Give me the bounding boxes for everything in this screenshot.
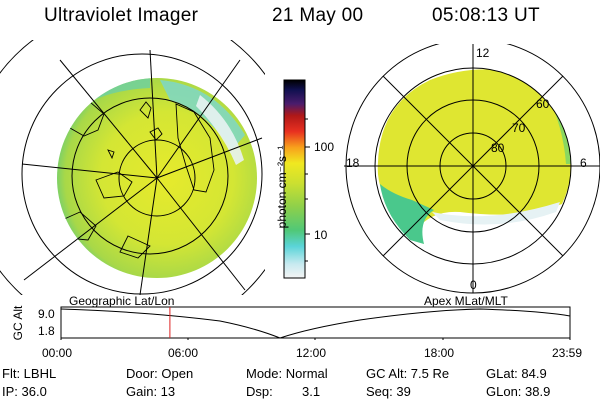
geo-grid-circle: [118, 139, 196, 217]
lat-label-80: 80: [491, 141, 505, 155]
polar-image-fill: [377, 69, 571, 244]
strip-altitude-curve: [60, 308, 571, 339]
strip-x-ticks: [60, 338, 571, 340]
polar-edge-patch: [380, 184, 434, 244]
intensity-colorbar: [283, 79, 310, 279]
strip-ytick-low: 1.8: [38, 324, 55, 338]
coastline: [75, 101, 163, 278]
strip-xtick-1: 06:00: [168, 346, 199, 360]
geo-edge-patch: [196, 95, 244, 165]
info-filter: Flt: LBHL: [2, 366, 57, 381]
strip-left-title: Geographic Lat/Lon: [69, 294, 175, 308]
strip-right-title: Apex MLat/MLT: [424, 294, 508, 308]
strip-ytick-high: 9.0: [38, 307, 55, 321]
info-gain: Gain: 13: [126, 384, 176, 399]
time-label: 05:08:13 UT: [432, 5, 540, 26]
info-glon: GLon: 38.9: [486, 384, 551, 399]
colorbar-scale: [283, 79, 306, 279]
geo-meridians: [21, 49, 263, 295]
date-label: 21 May 00: [272, 5, 364, 26]
strip-xtick-3: 18:00: [424, 346, 455, 360]
info-glat: GLat: 84.9: [486, 366, 547, 381]
mlt-label-top: 12: [476, 46, 490, 60]
geo-grid-circle: [21, 53, 263, 295]
mlt-label-left: 18: [346, 156, 360, 170]
colorbar-tick-100: 100: [314, 140, 335, 154]
info-gc-alt: GC Alt: 7.5 Re: [366, 366, 450, 381]
info-door: Door: Open: [126, 366, 194, 381]
polar-mlt-plot: [344, 44, 600, 294]
info-dsp-label: Dsp:: [246, 384, 273, 399]
polar-edge-patch: [432, 202, 560, 225]
colorbar-unit-label: photon cm⁻²s⁻¹: [275, 145, 289, 229]
colorbar-tick-10: 10: [314, 228, 328, 242]
strip-xtick-4: 23:59: [552, 346, 583, 360]
info-seq: Seq: 39: [366, 384, 411, 399]
mlt-label-bottom: 0: [470, 278, 477, 292]
info-ip: IP: 36.0: [2, 384, 47, 399]
altitude-strip-chart: [60, 306, 571, 340]
geo-grid-circle: [71, 97, 229, 255]
info-mode: Mode: Normal: [246, 366, 328, 381]
lat-label-60: 60: [536, 97, 550, 111]
strip-xtick-0: 00:00: [42, 346, 73, 360]
mlt-label-right: 6: [580, 156, 587, 170]
app-title: Ultraviolet Imager: [44, 5, 199, 26]
strip-frame: [60, 306, 571, 339]
lat-label-70: 70: [512, 121, 526, 135]
geographic-auroral-image: [0, 40, 265, 295]
strip-axis-title: GC Alt: [11, 305, 25, 341]
polar-spokes: [344, 44, 600, 293]
coastline: [61, 101, 215, 259]
strip-xtick-2: 12:00: [296, 346, 327, 360]
info-dsp-value: 3.1: [302, 384, 321, 399]
